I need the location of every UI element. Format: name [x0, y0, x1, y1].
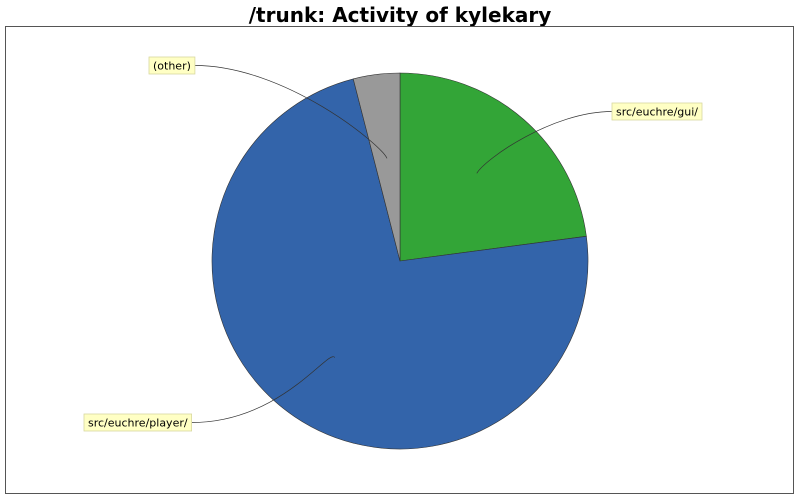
pie-slices [211, 72, 589, 450]
pie-slice-1 [399, 72, 587, 262]
slice-label-box [83, 413, 192, 432]
leader-line [476, 111, 613, 174]
slice-label: src/euchre/player/ [88, 417, 188, 430]
slice-label-box [148, 56, 196, 75]
slice-label-box [611, 102, 703, 121]
leader-line [194, 65, 388, 159]
slice-labels: src/euchre/gui/src/euchre/player/ (other) [83, 56, 703, 432]
pie-slice-3 [352, 72, 401, 262]
leader-line [191, 356, 336, 423]
chart-title: /trunk: Activity of kylekary [248, 3, 552, 27]
pie-slice-2 [211, 78, 589, 450]
slice-label: src/euchre/gui/ [616, 106, 698, 119]
slice-label: (other) [153, 60, 191, 73]
